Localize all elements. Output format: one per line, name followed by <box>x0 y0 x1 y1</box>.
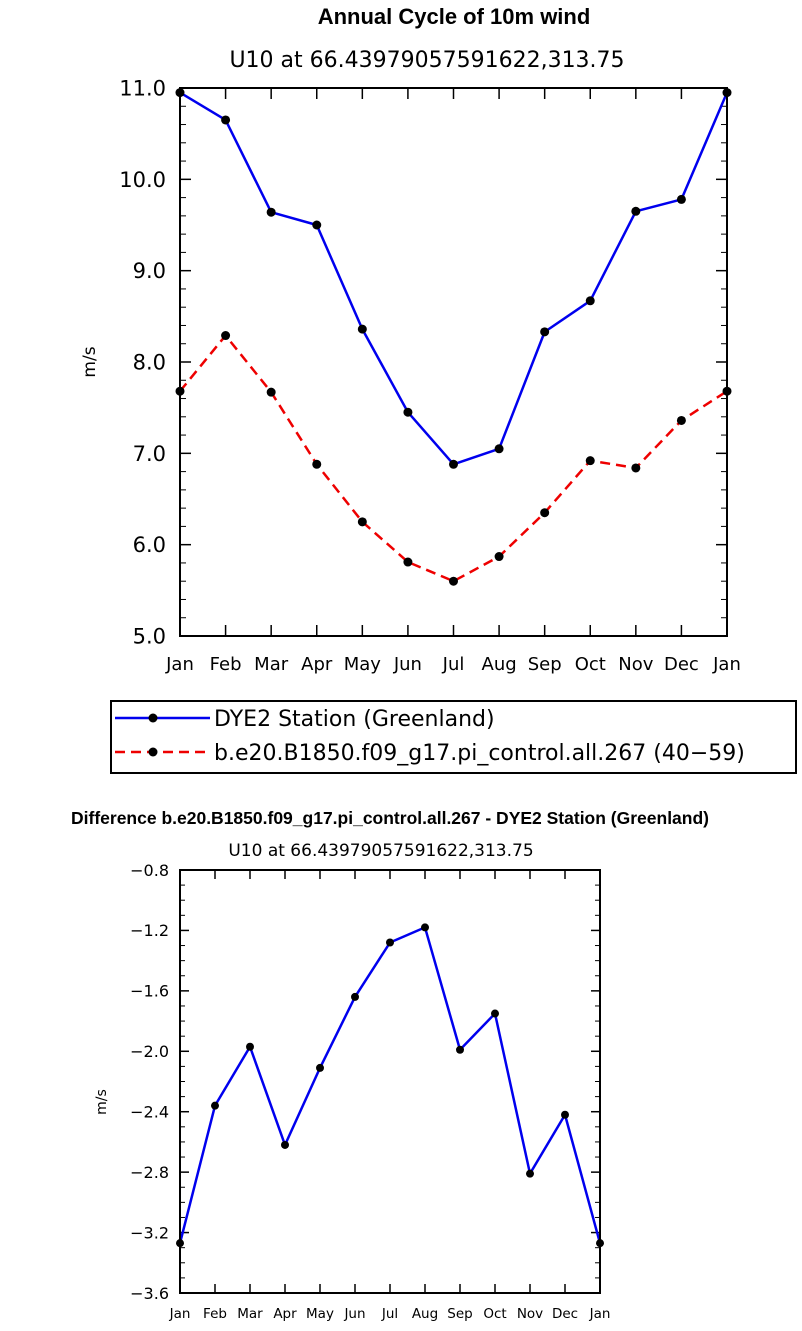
chart1-plot-frame <box>179 87 728 637</box>
chart1-series-2-point <box>221 331 231 341</box>
chart1-xtick-label: May <box>344 654 382 675</box>
chart2-ylabel: m/s <box>94 1089 110 1115</box>
chart2-series-1-point <box>421 923 429 932</box>
chart1-xtick-label: Sep <box>528 654 562 675</box>
chart2-xtick-label: Aug <box>412 1306 438 1322</box>
chart2-xtick-label: Sep <box>447 1306 472 1322</box>
chart2-series-1-point <box>211 1101 219 1110</box>
chart1-xtick-label: Jul <box>442 654 465 675</box>
legend-marker-series-2 <box>148 747 158 757</box>
chart1-series-1-point <box>631 206 641 216</box>
chart1-ytick-label: 9.0 <box>133 259 166 283</box>
chart1-series-2-line <box>179 334 728 583</box>
chart2-marks <box>176 923 604 1248</box>
chart1-series-2-point <box>357 517 367 527</box>
chart1-series-1-point <box>540 327 550 337</box>
chart2-series-1-point <box>526 1169 534 1178</box>
chart2-xtick-label: Jul <box>381 1306 398 1322</box>
chart1-marks <box>175 88 732 586</box>
chart1-series-2-point <box>403 557 413 567</box>
chart1-xtick-label: Feb <box>210 654 242 675</box>
chart2-axes: Jan Feb Mar Apr May Jun Jul Aug Sep Oct Nov Dec Jan−… <box>130 861 610 1322</box>
legend-marker-series-1 <box>148 713 158 723</box>
chart2-series-1-point <box>491 1009 499 1018</box>
chart1-ytick-label: 10.0 <box>119 168 166 192</box>
chart1-series-1-point <box>494 444 504 454</box>
chart-difference: Difference b.e20.B1850.f09_g17.pi_contro… <box>71 808 709 1322</box>
chart1-series-1-point <box>266 207 276 217</box>
chart2-xtick-label: Mar <box>237 1306 263 1322</box>
chart2-xtick-label: Nov <box>517 1306 543 1322</box>
chart1-series-1-point <box>403 407 413 417</box>
chart1-series-1-point <box>449 459 458 469</box>
chart1-xtick-label: Jan <box>712 654 741 675</box>
chart1-subtitle: U10 at 66.43979057591622,313.75 <box>229 48 624 73</box>
chart1-series-2-point <box>631 463 641 473</box>
chart1-ytick-label: 8.0 <box>133 351 166 375</box>
chart1-ytick-label: 7.0 <box>133 442 166 466</box>
chart2-series-1-point <box>456 1045 464 1054</box>
chart2-subtitle: U10 at 66.43979057591622,313.75 <box>228 841 533 861</box>
chart1-ylabel: m/s <box>80 346 100 377</box>
legend-label-series-2: b.e20.B1850.f09_g17.pi_control.all.267 (… <box>214 741 745 766</box>
chart1-ytick-label: 6.0 <box>133 533 166 557</box>
chart1-series-2-point <box>585 456 595 466</box>
chart2-ytick-label: −3.6 <box>130 1284 169 1303</box>
chart1-series-2-point <box>449 576 458 586</box>
chart1-series-2-point <box>494 552 504 562</box>
chart2-ytick-label: −3.2 <box>130 1223 169 1242</box>
legend-label-series-1: DYE2 Station (Greenland) <box>214 707 495 732</box>
chart1-xtick-label: Aug <box>482 654 517 675</box>
chart-annual-cycle: Annual Cycle of 10m wind U10 at 66.43979… <box>80 4 741 675</box>
chart1-legend: DYE2 Station (Greenland) b.e20.B1850.f09… <box>110 700 797 774</box>
chart2-xtick-label: Dec <box>552 1306 578 1322</box>
chart2-series-1-point <box>386 938 394 947</box>
chart2-series-1-point <box>561 1110 569 1119</box>
chart1-xtick-label: Dec <box>664 654 699 675</box>
chart2-ytick-label: −2.4 <box>130 1102 169 1121</box>
chart1-series-1-point <box>676 194 686 204</box>
chart2-xtick-label: May <box>306 1306 334 1322</box>
chart1-axes: Jan Feb Mar Apr May Jun Jul Aug Sep Oct Nov Dec Jan 5… <box>119 77 741 675</box>
chart2-series-1-point <box>316 1063 324 1072</box>
chart2-xtick-label: Jun <box>343 1306 365 1322</box>
chart2-ytick-label: −1.2 <box>130 921 169 940</box>
chart1-xtick-label: Mar <box>254 654 289 675</box>
chart2-xtick-label: Jan <box>169 1306 191 1322</box>
legend-frame <box>110 700 797 774</box>
chart2-title: Difference b.e20.B1850.f09_g17.pi_contro… <box>71 808 709 828</box>
chart2-ytick-label: −2.8 <box>130 1163 169 1182</box>
chart1-series-1-line <box>179 91 729 466</box>
chart2-xtick-label: Jan <box>589 1306 611 1322</box>
chart1-series-1-point <box>221 115 231 125</box>
chart2-series-1-point <box>246 1042 254 1051</box>
chart1-ytick-label: 11.0 <box>119 77 166 101</box>
chart1-series-2-point <box>540 508 550 518</box>
chart2-plot-frame <box>179 869 601 1294</box>
chart2-xtick-label: Oct <box>483 1306 506 1322</box>
chart2-series-1-point <box>281 1140 289 1149</box>
chart2-xtick-label: Apr <box>273 1306 297 1322</box>
chart2-series-1-point <box>351 992 359 1001</box>
chart1-xtick-label: Jun <box>393 654 422 675</box>
chart1-series-2-point <box>266 387 276 397</box>
chart2-ytick-label: −1.6 <box>130 982 169 1001</box>
chart1-series-1-point <box>357 324 367 334</box>
chart1-ytick-label: 5.0 <box>133 625 166 649</box>
chart1-series-1-point <box>312 220 322 230</box>
chart1-series-2-point <box>676 415 686 425</box>
chart2-ytick-label: −2.0 <box>130 1042 169 1061</box>
chart2-ytick-label: −0.8 <box>130 861 169 880</box>
chart1-xtick-label: Oct <box>575 654 606 675</box>
chart2-series-1-line <box>178 926 602 1244</box>
chart1-xtick-label: Jan <box>165 654 194 675</box>
chart1-title: Annual Cycle of 10m wind <box>318 4 591 29</box>
chart2-xtick-label: Feb <box>203 1306 227 1322</box>
chart1-series-2-point <box>312 459 322 469</box>
chart1-series-1-point <box>585 296 595 306</box>
chart1-xtick-label: Nov <box>618 654 653 675</box>
chart1-xtick-label: Apr <box>301 654 333 675</box>
